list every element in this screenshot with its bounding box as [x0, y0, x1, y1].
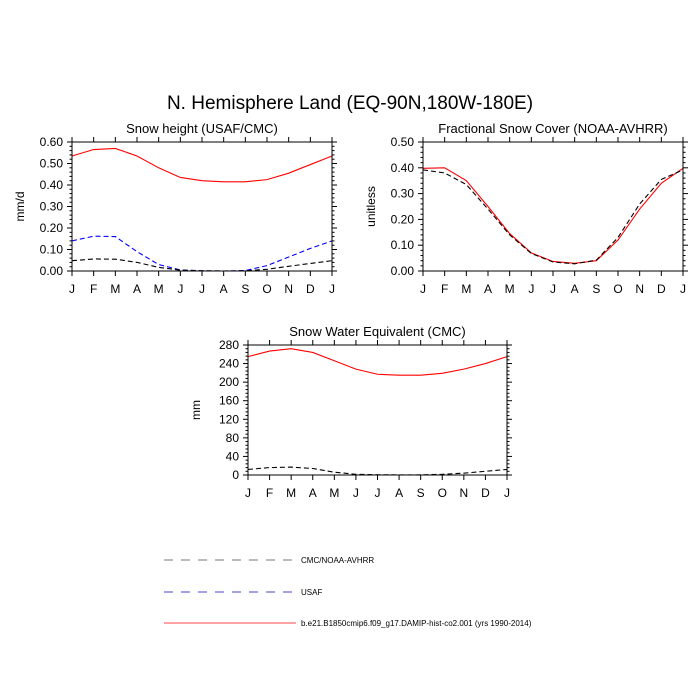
y-tick-label: 0 [232, 468, 239, 482]
x-tick-label: A [309, 486, 317, 500]
figure-title: N. Hemisphere Land (EQ-90N,180W-180E) [167, 93, 533, 114]
y-tick-label: 0.10 [40, 243, 64, 257]
y-tick-label: 0.30 [40, 200, 64, 214]
x-tick-label: D [306, 282, 315, 296]
y-tick-label: 0.50 [391, 135, 415, 149]
x-tick-label: J [245, 486, 251, 500]
x-tick-label: D [481, 486, 490, 500]
y-axis-label: unitless [364, 186, 378, 227]
x-tick-label: J [329, 282, 335, 296]
y-tick-label: 0.00 [391, 264, 415, 278]
legend-label: CMC/NOAA-AVHRR [301, 556, 374, 565]
x-tick-label: J [199, 282, 205, 296]
snow-height-chart: Snow height (USAF/CMC)mm/dJ F M A M J J A S O N D J0… [13, 121, 337, 296]
y-tick-label: 0.00 [40, 264, 64, 278]
legend-label: b.e21.B1850cmip6.f09_g17.DAMIP-hist-co2.… [301, 619, 532, 628]
x-tick-label: J [69, 282, 75, 296]
snow-water-equivalent-chart: Snow Water Equivalent (CMC)mmJ F M A M J J A S O N… [189, 324, 512, 500]
series-line-obs [71, 258, 333, 272]
x-tick-label: S [241, 282, 249, 296]
y-tick-label: 0.20 [391, 212, 415, 226]
series-line-obs [247, 466, 508, 476]
plot-frame [247, 344, 508, 476]
y-tick-label: 160 [219, 394, 239, 408]
y-tick-label: 120 [219, 412, 239, 426]
x-tick-label: D [657, 282, 666, 296]
x-tick-label: O [262, 282, 271, 296]
panel-title: Snow Water Equivalent (CMC) [289, 324, 466, 339]
x-tick-label: J [504, 486, 510, 500]
plot-frame [71, 141, 333, 272]
fractional-snow-cover-chart: Fractional Snow Cover (NOAA-AVHRR) unitle… [364, 121, 688, 296]
x-tick-label: A [395, 486, 403, 500]
y-axis-label: mm/d [13, 192, 27, 222]
x-tick-label: M [329, 486, 339, 500]
x-tick-label: J [420, 282, 426, 296]
y-tick-label: 0.30 [391, 187, 415, 201]
panel-title: Snow height (USAF/CMC) [126, 121, 278, 136]
panel-title: Fractional Snow Cover (NOAA-AVHRR) [438, 121, 667, 136]
legend: CMC/NOAA-AVHRR USAF b.e21.B1850cmip6.f09_g… [164, 556, 532, 628]
y-tick-label: 0.10 [391, 238, 415, 252]
y-axis-label: mm [189, 400, 203, 420]
y-tick-label: 0.50 [40, 157, 64, 171]
x-tick-label: M [505, 282, 515, 296]
y-tick-label: 40 [226, 449, 240, 463]
plot-frame [422, 141, 684, 272]
y-tick-label: 200 [219, 375, 239, 389]
x-tick-label: J [353, 486, 359, 500]
x-tick-label: J [177, 282, 183, 296]
x-tick-label: J [550, 282, 556, 296]
series-line-model [247, 348, 508, 376]
series-line-obs [422, 169, 684, 265]
x-tick-label: M [461, 282, 471, 296]
x-tick-label: F [266, 486, 273, 500]
legend-label: USAF [301, 588, 322, 597]
x-tick-label: A [484, 282, 492, 296]
y-tick-label: 80 [226, 431, 240, 445]
series-line-usaf [71, 235, 333, 272]
x-tick-label: M [110, 282, 120, 296]
x-tick-label: S [417, 486, 425, 500]
x-tick-label: A [133, 282, 141, 296]
x-tick-label: J [680, 282, 686, 296]
y-tick-label: 240 [219, 357, 239, 371]
x-tick-label: A [571, 282, 579, 296]
x-tick-label: F [90, 282, 97, 296]
x-tick-label: N [459, 486, 468, 500]
y-tick-label: 280 [219, 338, 239, 352]
y-tick-label: 0.60 [40, 135, 64, 149]
y-tick-label: 0.20 [40, 221, 64, 235]
y-tick-label: 0.40 [391, 161, 415, 175]
y-tick-label: 0.40 [40, 178, 64, 192]
x-tick-label: N [635, 282, 644, 296]
x-tick-label: O [438, 486, 447, 500]
x-tick-label: A [220, 282, 228, 296]
x-tick-label: J [375, 486, 381, 500]
x-tick-label: F [441, 282, 448, 296]
x-tick-label: N [284, 282, 293, 296]
x-tick-label: J [528, 282, 534, 296]
series-line-model [71, 147, 333, 183]
x-tick-label: M [154, 282, 164, 296]
x-tick-label: M [286, 486, 296, 500]
x-tick-label: O [613, 282, 622, 296]
x-tick-label: S [592, 282, 600, 296]
